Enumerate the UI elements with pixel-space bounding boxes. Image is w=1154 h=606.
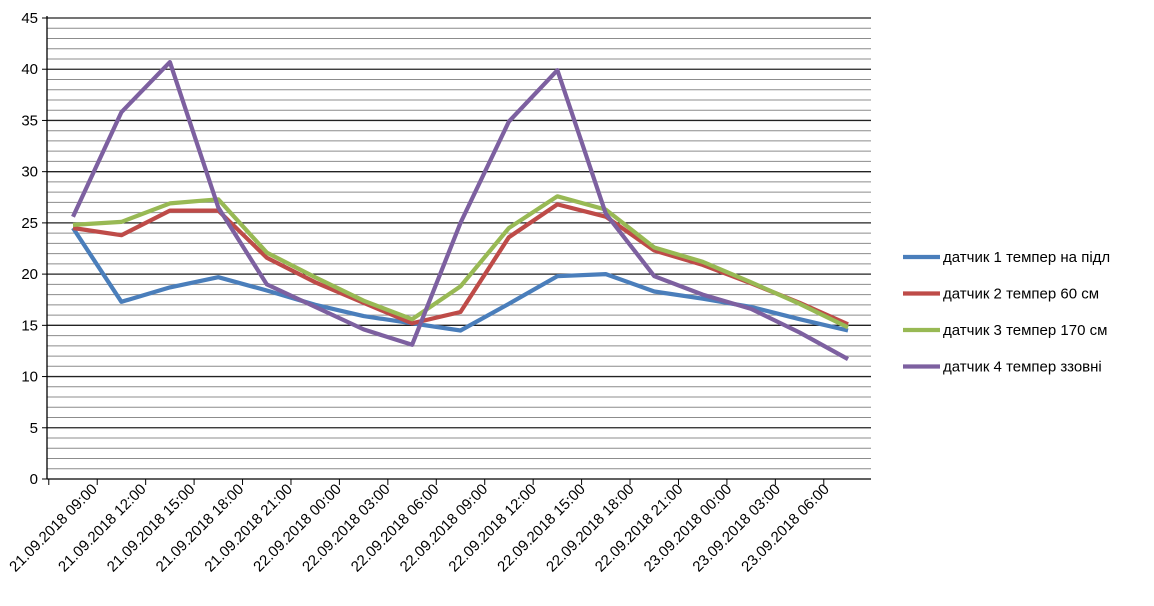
y-tick-label: 40 [21,61,38,78]
x-tick-label: 21.09.2018 12:00 [55,481,150,576]
series-line-2 [72,202,849,327]
y-tick-label: 10 [21,369,38,386]
x-tick-label: 22.09.2018 09:00 [397,481,492,576]
legend-label-3: датчик 3 темпер 170 см [943,322,1107,339]
x-tick-label: 21.09.2018 21:00 [201,481,296,576]
x-tick-label: 22.09.2018 03:00 [299,481,394,576]
legend: датчик 1 темпер на підл датчик 2 темпер 6… [903,249,1110,376]
x-tick-label: 23.09.2018 00:00 [641,481,736,576]
x-tick-label: 21.09.2018 18:00 [153,481,248,576]
x-tick-label: 23.09.2018 03:00 [689,481,784,576]
x-tick-label: 22.09.2018 21:00 [592,481,687,576]
y-tick-label: 35 [21,112,38,129]
x-tick-label: 21.09.2018 09:00 [6,481,101,576]
legend-label-1: датчик 1 темпер на підл [943,249,1110,266]
y-tick-label: 20 [21,266,38,283]
series-line-4 [71,59,850,361]
x-tick-label: 22.09.2018 15:00 [494,481,589,576]
series-lines [71,59,850,361]
legend-label-2: датчик 2 темпер 60 см [943,286,1099,303]
x-tick-label: 22.09.2018 18:00 [543,481,638,576]
legend-label-4: датчик 4 темпер ззовні [943,359,1102,376]
y-tick-label: 25 [21,215,38,232]
x-tick-label: 23.09.2018 06:00 [738,481,833,576]
y-tick-label: 15 [21,317,38,334]
x-tick-label: 22.09.2018 00:00 [250,481,345,576]
x-tick-label: 22.09.2018 06:00 [348,481,443,576]
series-line-3 [72,194,849,330]
x-tick-label: 21.09.2018 15:00 [104,481,199,576]
gridlines [47,17,871,470]
y-tick-label: 0 [30,471,38,488]
x-tick-label: 22.09.2018 12:00 [445,481,540,576]
y-tick-label: 30 [21,164,38,181]
y-tick-label: 5 [30,420,38,437]
y-tick-label: 45 [21,10,38,27]
